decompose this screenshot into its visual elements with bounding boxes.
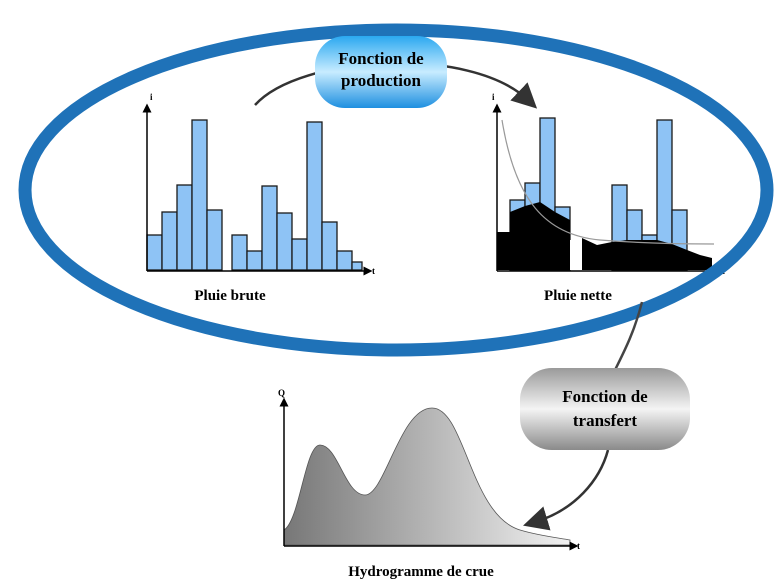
arrow (523, 449, 610, 531)
x-axis-label: t (577, 541, 580, 551)
x-axis-label: t (372, 266, 375, 276)
panel-label: Pluie brute (194, 288, 266, 304)
production-box (315, 36, 447, 108)
y-axis-label: i (150, 92, 153, 102)
panel-raw-rain: i t Pluie brute (142, 92, 375, 304)
box-text: production (341, 71, 422, 90)
panel-hydrograph: Q t Hydrogramme de crue (278, 388, 580, 580)
box-text: Fonction de (338, 49, 424, 68)
panel-label: Hydrogramme de crue (348, 564, 494, 580)
panel-label: Pluie nette (544, 288, 612, 304)
y-axis-label: i (492, 92, 495, 102)
highlight-ellipse (18, 23, 774, 357)
box-text: transfert (573, 411, 638, 430)
transfer-box (520, 368, 690, 450)
box-text: Fonction de (562, 387, 648, 406)
arrow (613, 301, 644, 371)
y-axis-label: Q (278, 388, 285, 398)
panel-net-rain: i t Pluie nette (492, 92, 725, 304)
